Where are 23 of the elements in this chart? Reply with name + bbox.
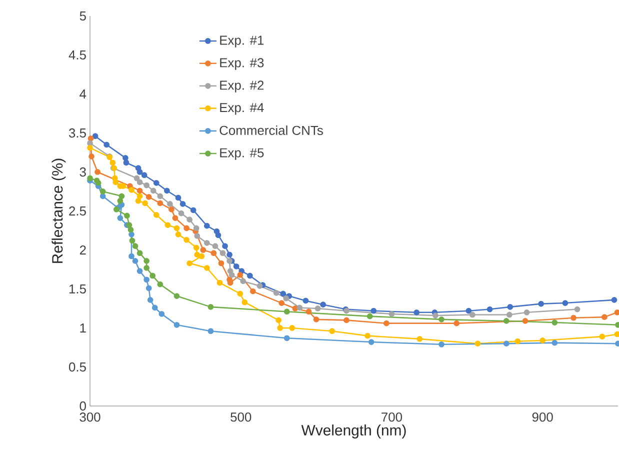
legend-label: Exp. #4 — [220, 103, 264, 115]
y-tick-label: 4 — [80, 90, 86, 98]
y-tick-label: 0.5 — [68, 362, 86, 372]
y-tick-label: 1 — [80, 324, 86, 332]
y-tick-label: 3 — [80, 167, 86, 177]
y-tick-label: 4.5 — [68, 50, 86, 60]
y-axis-title: Reflectance (%) — [52, 158, 66, 263]
legend-label: Exp. #2 — [220, 80, 264, 92]
legend-label: Exp. #5 — [220, 148, 264, 160]
legend-label: Commercial CNTs — [220, 125, 323, 135]
x-tick-label: 900 — [532, 412, 553, 422]
legend-label: Exp. #1 — [220, 36, 264, 48]
y-tick-label: 5 — [80, 11, 86, 21]
x-tick-label: 500 — [230, 412, 252, 422]
y-tick-label: 3.5 — [68, 128, 86, 138]
x-tick-label: 300 — [80, 412, 100, 422]
y-tick-label: 1.5 — [69, 284, 86, 294]
y-tick-label: 0 — [80, 401, 86, 411]
x-tick-label: 700 — [382, 412, 402, 422]
legend-label: Exp. #3 — [220, 58, 264, 70]
y-tick-label: 2.5 — [69, 206, 86, 216]
y-tick-label: 2 — [80, 245, 86, 255]
x-axis-title: Wvelength (nm) — [301, 424, 406, 438]
